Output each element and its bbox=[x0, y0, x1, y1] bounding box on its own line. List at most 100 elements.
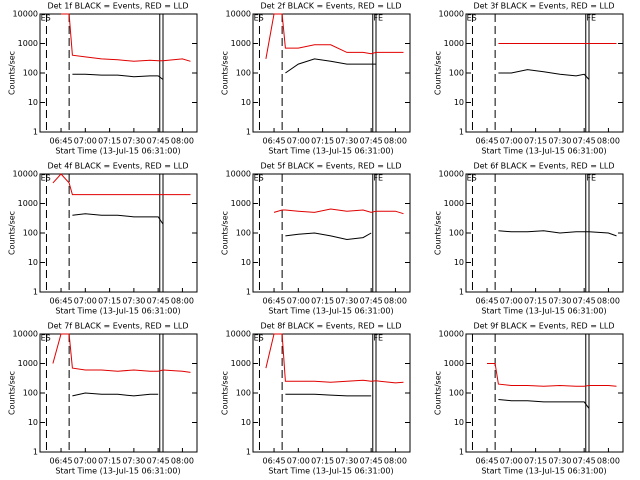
x-tick-label: 07:45 bbox=[573, 457, 596, 466]
x-tick-label: 07:00 bbox=[287, 457, 310, 466]
y-tick-label: 1000 bbox=[444, 199, 464, 208]
y-tick-label: 10000 bbox=[226, 330, 251, 339]
x-tick-label: 07:15 bbox=[311, 457, 334, 466]
y-axis-label: Counts/sec bbox=[8, 211, 17, 255]
x-tick-label: 07:30 bbox=[548, 457, 571, 466]
y-tick-label: 1000 bbox=[231, 359, 251, 368]
y-tick-label: 10000 bbox=[226, 10, 251, 19]
annotation: ES bbox=[254, 14, 264, 23]
series-line bbox=[498, 230, 617, 237]
x-axis-label: Start Time (13-Jul-15 06:31:00) bbox=[55, 307, 180, 316]
annotation: FE bbox=[586, 14, 596, 23]
x-axis-label: Start Time (13-Jul-15 06:31:00) bbox=[481, 467, 606, 476]
y-tick-label: 10 bbox=[241, 98, 251, 107]
y-tick-label: 100 bbox=[23, 389, 38, 398]
x-tick-label: 07:45 bbox=[360, 137, 383, 146]
y-tick-label: 10000 bbox=[439, 330, 464, 339]
x-tick-label: 06:45 bbox=[476, 297, 499, 306]
plot-frame bbox=[465, 13, 624, 133]
y-tick-label: 1000 bbox=[444, 359, 464, 368]
x-tick-label: 08:00 bbox=[384, 457, 407, 466]
y-axis-label: Counts/sec bbox=[8, 51, 17, 95]
y-tick-label: 10 bbox=[28, 98, 38, 107]
x-tick-label: 07:45 bbox=[573, 137, 596, 146]
x-tick-label: 07:15 bbox=[311, 297, 334, 306]
annotation: FE bbox=[373, 334, 383, 343]
series-line bbox=[265, 13, 404, 59]
x-tick-label: 07:15 bbox=[524, 137, 547, 146]
y-axis-label: Counts/sec bbox=[434, 371, 443, 415]
series-line bbox=[285, 232, 372, 241]
y-tick-label: 100 bbox=[449, 389, 464, 398]
plot-frame bbox=[465, 173, 624, 293]
x-tick-label: 08:00 bbox=[171, 297, 194, 306]
x-tick-label: 07:30 bbox=[548, 297, 571, 306]
x-tick-label: 07:30 bbox=[122, 137, 145, 146]
series-line bbox=[72, 213, 164, 225]
x-tick-label: 08:00 bbox=[597, 297, 620, 306]
x-tick-label: 07:30 bbox=[335, 457, 358, 466]
y-tick-label: 1000 bbox=[18, 199, 38, 208]
x-tick-label: 06:45 bbox=[50, 137, 73, 146]
x-tick-label: 07:15 bbox=[98, 297, 121, 306]
series-line bbox=[72, 73, 164, 80]
chart-title: Det 4f BLACK = Events, RED = LLD bbox=[47, 162, 188, 171]
x-tick-label: 07:45 bbox=[147, 457, 170, 466]
x-tick-label: 07:45 bbox=[360, 297, 383, 306]
x-tick-label: 07:30 bbox=[122, 297, 145, 306]
annotation: ES bbox=[254, 174, 264, 183]
x-tick-label: 07:15 bbox=[524, 297, 547, 306]
y-tick-label: 1 bbox=[246, 448, 251, 457]
x-tick-label: 07:15 bbox=[98, 457, 121, 466]
x-tick-label: 08:00 bbox=[597, 457, 620, 466]
y-tick-label: 1 bbox=[33, 448, 38, 457]
y-tick-label: 10 bbox=[241, 258, 251, 267]
y-tick-label: 100 bbox=[236, 389, 251, 398]
plot-frame bbox=[252, 173, 411, 293]
chart-title: Det 3f BLACK = Events, RED = LLD bbox=[473, 2, 614, 11]
x-axis-label: Start Time (13-Jul-15 06:31:00) bbox=[55, 467, 180, 476]
x-tick-label: 06:45 bbox=[50, 457, 73, 466]
y-tick-label: 1 bbox=[246, 288, 251, 297]
x-tick-label: 06:45 bbox=[476, 457, 499, 466]
y-tick-label: 10 bbox=[28, 418, 38, 427]
chart-title: Det 9f BLACK = Events, RED = LLD bbox=[473, 322, 614, 331]
plot-frame bbox=[252, 333, 411, 453]
series-line bbox=[498, 69, 590, 80]
series-line bbox=[265, 333, 404, 384]
y-tick-label: 10 bbox=[28, 258, 38, 267]
y-tick-label: 1000 bbox=[18, 359, 38, 368]
series-line bbox=[72, 392, 159, 397]
chart-title: Det 6f BLACK = Events, RED = LLD bbox=[473, 162, 614, 171]
x-tick-label: 07:45 bbox=[573, 297, 596, 306]
y-tick-label: 1 bbox=[459, 448, 464, 457]
y-tick-label: 10000 bbox=[439, 170, 464, 179]
y-tick-label: 10000 bbox=[13, 170, 38, 179]
x-axis-label: Start Time (13-Jul-15 06:31:00) bbox=[268, 467, 393, 476]
y-tick-label: 10000 bbox=[13, 330, 38, 339]
y-tick-label: 100 bbox=[236, 69, 251, 78]
y-tick-label: 1 bbox=[459, 288, 464, 297]
x-tick-label: 06:45 bbox=[263, 137, 286, 146]
x-tick-label: 08:00 bbox=[171, 457, 194, 466]
y-tick-label: 100 bbox=[449, 69, 464, 78]
y-tick-label: 1000 bbox=[18, 39, 38, 48]
annotation: ES bbox=[254, 334, 264, 343]
x-axis-label: Start Time (13-Jul-15 06:31:00) bbox=[268, 147, 393, 156]
plot-frame bbox=[39, 173, 198, 293]
x-tick-label: 08:00 bbox=[384, 297, 407, 306]
y-tick-label: 100 bbox=[236, 229, 251, 238]
x-tick-label: 07:00 bbox=[74, 297, 97, 306]
y-tick-label: 100 bbox=[23, 229, 38, 238]
x-axis-label: Start Time (13-Jul-15 06:31:00) bbox=[55, 147, 180, 156]
y-tick-label: 10 bbox=[454, 418, 464, 427]
y-axis-label: Counts/sec bbox=[221, 371, 230, 415]
annotation: FE bbox=[373, 174, 383, 183]
annotation: FE bbox=[586, 174, 596, 183]
chart-title: Det 2f BLACK = Events, RED = LLD bbox=[260, 2, 401, 11]
x-tick-label: 07:30 bbox=[548, 137, 571, 146]
chart-title: Det 1f BLACK = Events, RED = LLD bbox=[47, 2, 188, 11]
x-tick-label: 07:30 bbox=[335, 137, 358, 146]
y-tick-label: 100 bbox=[23, 69, 38, 78]
